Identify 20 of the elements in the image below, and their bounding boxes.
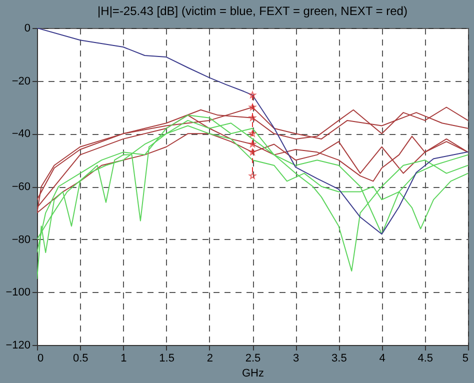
x-tick-label: 4.5: [418, 352, 434, 364]
y-tick-label: −80: [12, 234, 30, 246]
x-tick-label: 1.5: [159, 352, 174, 364]
x-tick-label: 1: [120, 352, 127, 364]
y-tick-label: −120: [6, 340, 30, 352]
x-tick-label: 5: [462, 352, 468, 364]
x-tick-label: 0.5: [72, 352, 88, 364]
x-tick-label: 2: [206, 352, 213, 364]
x-tick-label: 2.5: [245, 352, 261, 364]
y-tick-label: −60: [12, 181, 30, 193]
y-tick-label: −20: [12, 75, 30, 88]
x-axis-title: GHz: [242, 368, 264, 380]
x-tick-label: 3: [293, 352, 300, 364]
x-tick-label: 3.5: [332, 352, 347, 364]
y-tick-label: −100: [6, 286, 30, 299]
chart-title: |H|=-25.43 [dB] (victim = blue, FEXT = green, NEXT = red): [98, 4, 408, 18]
y-tick-label: −40: [12, 128, 30, 140]
x-tick-label: 0: [38, 352, 44, 364]
y-tick-label: 0: [24, 22, 30, 34]
x-tick-label: 4: [379, 352, 386, 364]
